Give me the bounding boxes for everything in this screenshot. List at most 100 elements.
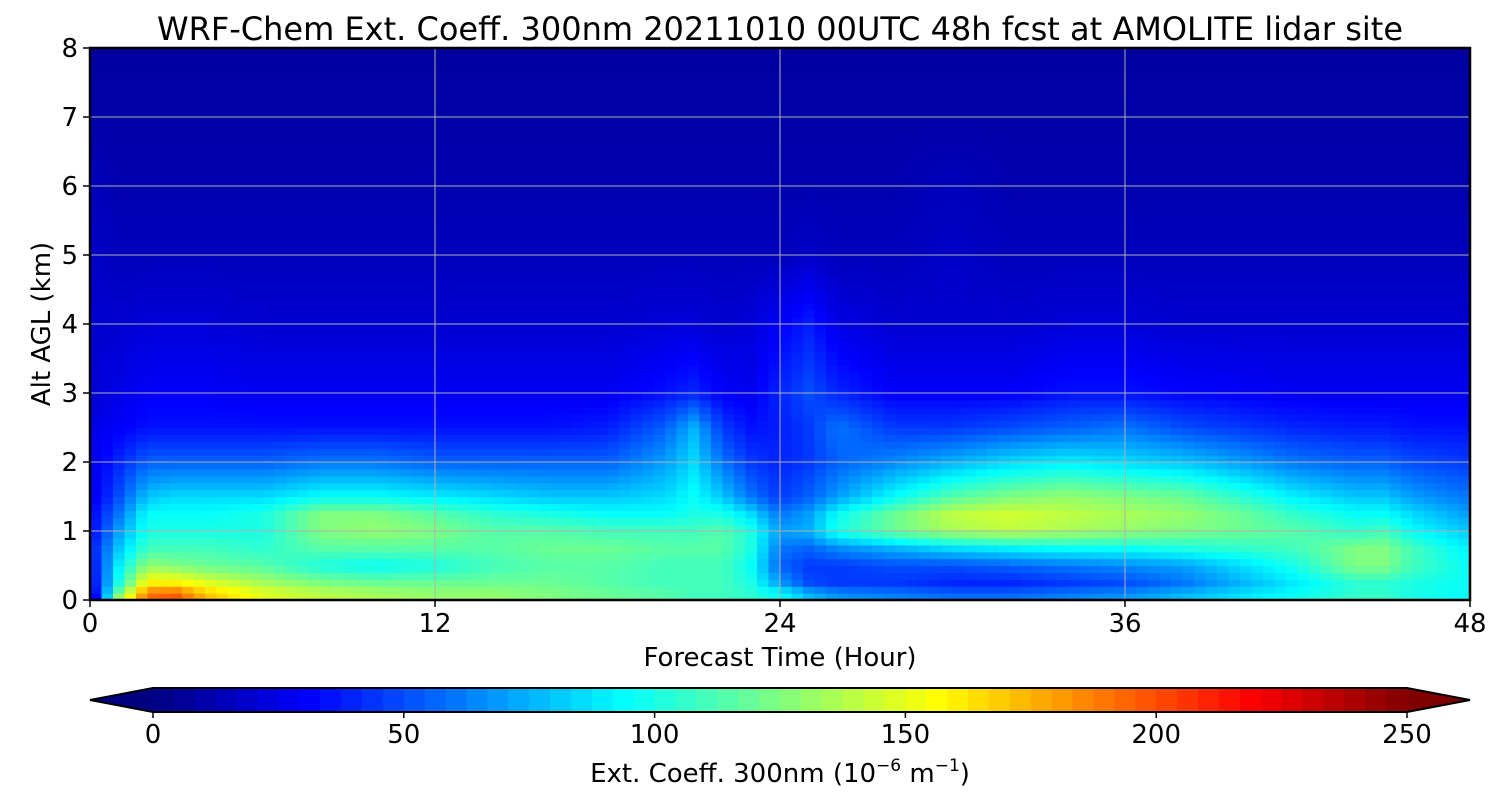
heatmap-cell bbox=[676, 434, 689, 442]
heatmap-cell bbox=[136, 510, 149, 518]
heatmap-cell bbox=[504, 96, 517, 104]
heatmap-cell bbox=[389, 586, 402, 594]
heatmap-cell bbox=[377, 54, 390, 63]
heatmap-cell bbox=[504, 531, 517, 539]
heatmap-cell bbox=[573, 393, 586, 401]
heatmap-cell bbox=[136, 192, 149, 201]
heatmap-cell bbox=[308, 241, 321, 249]
heatmap-cell bbox=[274, 468, 287, 477]
heatmap-cell bbox=[745, 489, 758, 498]
heatmap-cell bbox=[734, 117, 747, 125]
heatmap-cell bbox=[630, 199, 643, 208]
heatmap-cell bbox=[573, 586, 586, 594]
heatmap-cell bbox=[251, 482, 264, 491]
heatmap-cell bbox=[446, 489, 459, 498]
heatmap-cell bbox=[676, 406, 689, 415]
heatmap-cell bbox=[182, 379, 195, 387]
heatmap-cell bbox=[711, 489, 724, 498]
heatmap-cell bbox=[170, 289, 183, 297]
heatmap-cell bbox=[354, 531, 367, 539]
heatmap-cell bbox=[492, 427, 505, 435]
heatmap-cell bbox=[366, 199, 379, 208]
heatmap-cell bbox=[458, 89, 471, 97]
heatmap-cell bbox=[308, 268, 321, 277]
heatmap-cell bbox=[412, 75, 425, 84]
heatmap-cell bbox=[538, 213, 551, 222]
heatmap-cell bbox=[446, 296, 459, 304]
heatmap-cell bbox=[653, 234, 666, 242]
heatmap-cell bbox=[642, 82, 655, 90]
heatmap-cell bbox=[596, 317, 609, 325]
heatmap-cell bbox=[205, 531, 218, 539]
heatmap-cell bbox=[389, 268, 402, 277]
heatmap-cell bbox=[458, 586, 471, 594]
heatmap-cell bbox=[297, 282, 310, 291]
heatmap-cell bbox=[423, 130, 436, 139]
heatmap-cell bbox=[745, 310, 758, 318]
heatmap-cell bbox=[297, 268, 310, 277]
heatmap-cell bbox=[458, 165, 471, 173]
heatmap-cell bbox=[538, 123, 551, 132]
heatmap-cell bbox=[182, 386, 195, 394]
heatmap-cell bbox=[193, 524, 206, 532]
heatmap-cell bbox=[492, 110, 505, 118]
heatmap-cell bbox=[90, 365, 103, 373]
heatmap-cell bbox=[676, 351, 689, 360]
heatmap-cell bbox=[676, 110, 689, 118]
heatmap-cell bbox=[182, 179, 195, 187]
heatmap-cell bbox=[469, 130, 482, 139]
heatmap-cell bbox=[538, 165, 551, 173]
heatmap-cell bbox=[573, 241, 586, 249]
heatmap-cell bbox=[412, 54, 425, 63]
heatmap-cell bbox=[653, 358, 666, 366]
heatmap-cell bbox=[113, 330, 126, 339]
heatmap-cell bbox=[711, 110, 724, 118]
heatmap-cell bbox=[653, 68, 666, 77]
heatmap-cell bbox=[745, 551, 758, 560]
heatmap-cell bbox=[170, 489, 183, 498]
heatmap-cell bbox=[239, 358, 252, 366]
heatmap-cell bbox=[136, 358, 149, 366]
heatmap-cell bbox=[274, 565, 287, 573]
heatmap-cell bbox=[423, 551, 436, 560]
heatmap-cell bbox=[412, 68, 425, 77]
heatmap-cell bbox=[527, 103, 540, 111]
heatmap-cell bbox=[170, 586, 183, 594]
heatmap-cell bbox=[504, 165, 517, 173]
heatmap-cell bbox=[354, 61, 367, 70]
heatmap-cell bbox=[757, 165, 770, 173]
heatmap-cell bbox=[538, 282, 551, 291]
heatmap-cell bbox=[343, 427, 356, 435]
heatmap-cell bbox=[412, 165, 425, 173]
heatmap-cell bbox=[515, 537, 528, 546]
heatmap-cell bbox=[584, 482, 597, 491]
heatmap-cell bbox=[619, 179, 632, 187]
heatmap-cell bbox=[320, 406, 333, 415]
heatmap-cell bbox=[803, 427, 816, 435]
heatmap-cell bbox=[251, 510, 264, 518]
heatmap-cell bbox=[205, 413, 218, 422]
heatmap-cell bbox=[308, 192, 321, 201]
heatmap-cell bbox=[262, 206, 275, 215]
heatmap-cell bbox=[584, 531, 597, 539]
heatmap-cell bbox=[193, 48, 206, 56]
heatmap-cell bbox=[745, 158, 758, 166]
heatmap-cell bbox=[400, 330, 413, 339]
heatmap-cell bbox=[584, 117, 597, 125]
heatmap-cell bbox=[113, 82, 126, 90]
heatmap-cell bbox=[734, 365, 747, 373]
heatmap-cell bbox=[619, 344, 632, 353]
heatmap-cell bbox=[619, 213, 632, 222]
heatmap-cell bbox=[665, 558, 678, 567]
heatmap-cell bbox=[596, 268, 609, 277]
heatmap-cell bbox=[216, 282, 229, 291]
heatmap-cell bbox=[170, 144, 183, 153]
heatmap-cell bbox=[596, 482, 609, 491]
heatmap-cell bbox=[504, 123, 517, 132]
heatmap-cell bbox=[377, 593, 390, 600]
heatmap-cell bbox=[354, 268, 367, 277]
heatmap-cell bbox=[400, 406, 413, 415]
heatmap-cell bbox=[538, 227, 551, 235]
heatmap-cell bbox=[262, 510, 275, 518]
heatmap-cell bbox=[722, 593, 735, 600]
